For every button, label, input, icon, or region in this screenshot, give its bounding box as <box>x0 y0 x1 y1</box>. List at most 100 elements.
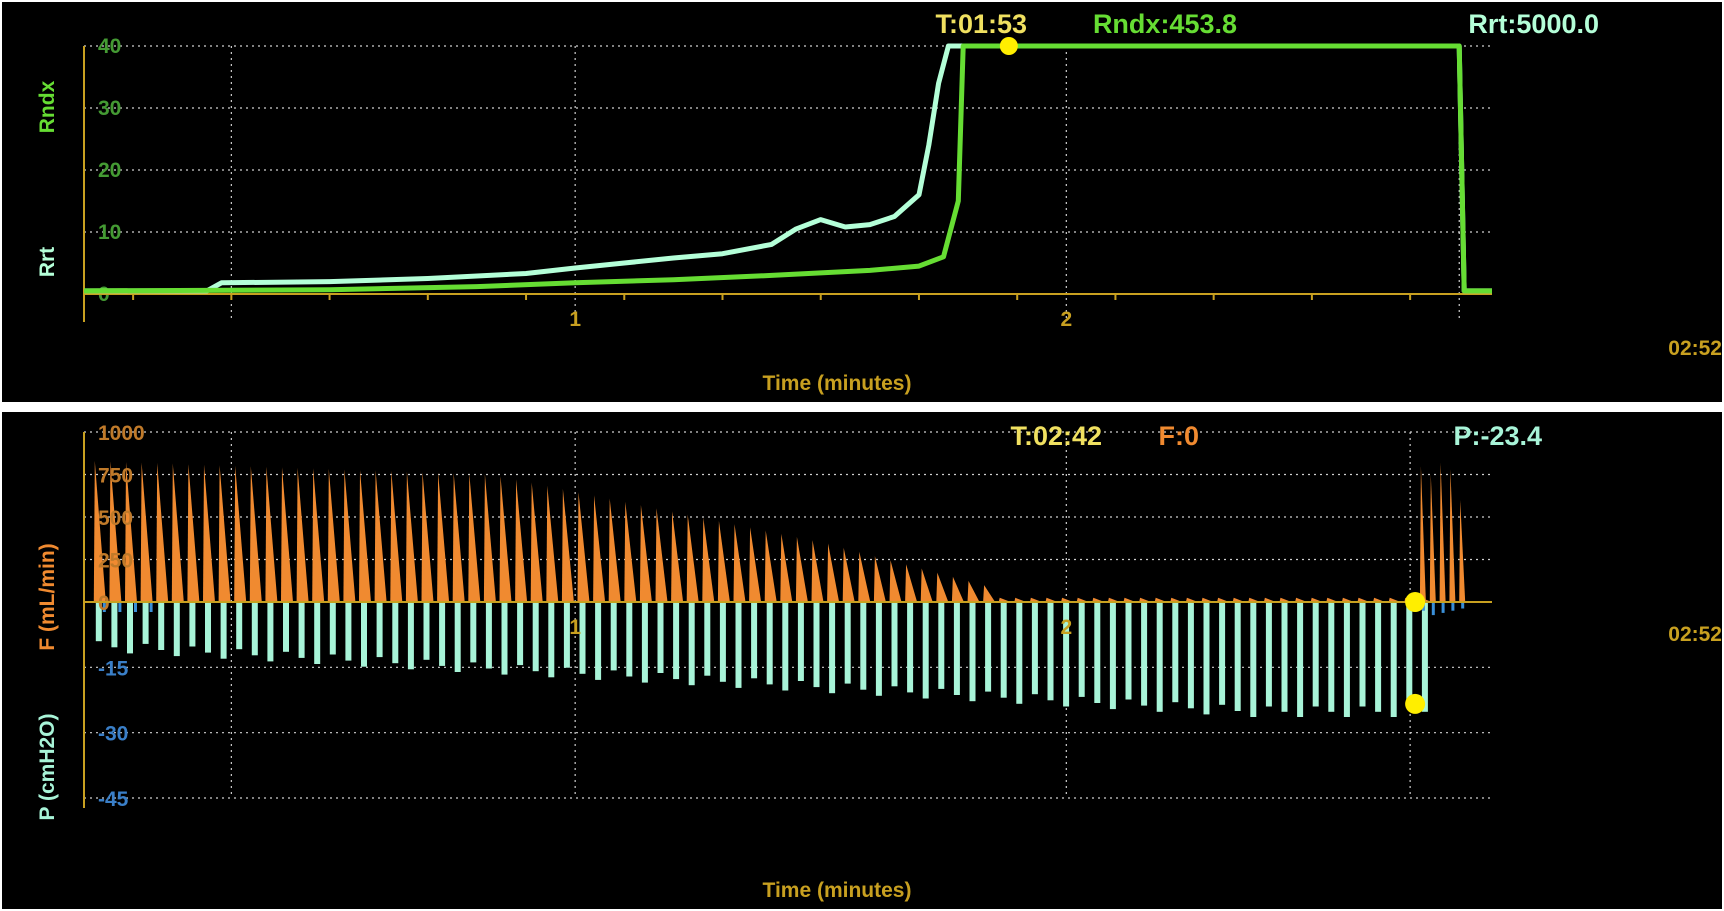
pressure-breath-bar <box>1451 602 1455 611</box>
pressure-breath-bar <box>1297 602 1304 717</box>
bottom-x-axis-title: Time (minutes) <box>763 879 912 902</box>
pressure-breath-bar <box>95 602 102 642</box>
pressure-breath-bar <box>439 602 446 666</box>
flow-breath-bar <box>1449 469 1456 602</box>
bottom-x-tick-label: 2 <box>1060 616 1072 639</box>
pressure-tick-label: -30 <box>98 723 128 746</box>
flow-breath-bar <box>936 572 949 602</box>
pressure-breath-bar <box>579 602 586 674</box>
flow-breath-bar <box>733 524 746 602</box>
flow-breath-bar <box>265 466 278 602</box>
pressure-breath-bar <box>844 602 851 684</box>
pressure-breath-bar <box>1431 602 1435 616</box>
rndx-readout: Rndx:453.8 <box>1093 9 1237 39</box>
flow-breath-bar <box>93 460 106 602</box>
flow-breath-bar <box>1107 597 1120 602</box>
top-y-tick-label: 30 <box>98 97 121 120</box>
pressure-breath-bar <box>205 602 211 653</box>
pressure-breath-bar <box>1250 602 1257 717</box>
flow-breath-bar <box>1388 597 1401 602</box>
pressure-breath-bar <box>797 602 804 681</box>
pressure-axis-label: P (cmH2O) <box>36 714 59 821</box>
flow-breath-bar <box>249 466 262 602</box>
flow-tick-label: 500 <box>98 507 133 530</box>
flow-breath-bar <box>749 527 762 602</box>
flow-breath-bar <box>889 560 902 602</box>
flow-breath-bar <box>499 476 512 602</box>
pressure-breath-bar <box>610 602 617 671</box>
pressure-breath-bar <box>907 602 914 693</box>
pressure-breath-bar <box>673 602 680 680</box>
flow-breath-bar <box>374 470 387 602</box>
pressure-breath-bar <box>657 602 664 673</box>
top-axes: 01020304012 <box>83 35 1492 331</box>
flow-tick-label: 750 <box>98 465 133 488</box>
resistance-chart: 01020304012 T:01:53 Rndx:453.8 Rrt:5000.… <box>36 9 1722 395</box>
pressure-small-dip <box>118 602 122 612</box>
flow-breath-bar <box>218 465 231 602</box>
bottom-series <box>93 460 1466 717</box>
pressure-breath-bar <box>1109 602 1116 710</box>
pressure-breath-bar <box>158 602 165 650</box>
flow-breath-bar <box>405 471 418 602</box>
pressure-breath-bar <box>860 602 867 690</box>
pressure-breath-bar <box>1421 602 1428 712</box>
pressure-breath-bar <box>1265 602 1272 707</box>
flow-breath-bar <box>624 501 637 602</box>
flow-breath-bar <box>905 564 918 602</box>
top-x-axis-title: Time (minutes) <box>763 372 912 395</box>
flow-cursor-marker <box>1405 592 1426 612</box>
pressure-breath-bar <box>361 602 367 667</box>
flow-breath-bar <box>811 540 824 602</box>
pressure-breath-bar <box>376 602 383 658</box>
pressure-breath-bar <box>283 602 289 652</box>
flow-breath-bar <box>125 462 137 602</box>
flow-breath-bar <box>1154 597 1167 602</box>
pressure-breath-bar <box>1390 602 1397 717</box>
flow-breath-bar <box>1263 597 1276 602</box>
flow-breath-bar <box>686 514 699 602</box>
flow-breath-bar <box>608 498 621 602</box>
flow-pressure-chart-panel: 0 250 500 750 1000 -15 -30 -45 1 2 T:02:42 F:0 P:… <box>2 412 1722 909</box>
pressure-breath-bar <box>1441 602 1445 613</box>
rrt-readout: Rrt:5000.0 <box>1468 9 1599 39</box>
pressure-breath-bar <box>1047 602 1054 701</box>
pressure-breath-bar <box>470 602 477 663</box>
pressure-breath-bar <box>1219 602 1226 705</box>
pressure-breath-bar <box>1406 602 1413 707</box>
pressure-breath-bar <box>1172 602 1179 703</box>
flow-breath-bar <box>795 536 808 602</box>
flow-breath-bar <box>312 468 325 602</box>
flow-breath-bar <box>1429 474 1436 602</box>
pressure-breath-bar <box>189 602 196 647</box>
bottom-time-readout: T:02:42 <box>1010 421 1102 451</box>
pressure-breath-bar <box>595 602 602 680</box>
pressure-breath-bar <box>111 602 118 648</box>
flow-readout: F:0 <box>1159 421 1200 451</box>
flow-breath-bar <box>920 568 933 602</box>
pressure-breath-bar <box>813 602 820 688</box>
flow-breath-bar <box>655 508 668 602</box>
pressure-breath-bar <box>423 602 430 660</box>
flow-breath-bar <box>1357 597 1370 602</box>
flow-breath-bar <box>1439 462 1446 602</box>
top-x-tick-label: 2 <box>1060 308 1072 331</box>
pressure-breath-bar <box>345 602 352 661</box>
pressure-breath-bar <box>142 602 149 644</box>
pressure-breath-bar <box>298 602 305 658</box>
pressure-breath-bar <box>1359 602 1366 707</box>
top-x-end-label: 02:52 <box>1668 337 1722 360</box>
pressure-breath-bar <box>719 602 726 682</box>
bottom-x-end-label: 02:52 <box>1668 623 1722 646</box>
pressure-breath-bar <box>1125 602 1132 700</box>
pressure-breath-bar <box>1203 602 1210 715</box>
flow-breath-bar <box>951 576 964 602</box>
flow-breath-bar <box>421 472 434 602</box>
pressure-breath-bar <box>1141 602 1148 706</box>
pressure-breath-bar <box>1063 602 1070 707</box>
pressure-breath-bar <box>766 602 773 685</box>
flow-breath-bar <box>561 488 574 602</box>
flow-breath-bar <box>827 543 840 602</box>
flow-breath-bar <box>873 556 886 602</box>
pressure-breath-bar <box>1461 602 1465 609</box>
